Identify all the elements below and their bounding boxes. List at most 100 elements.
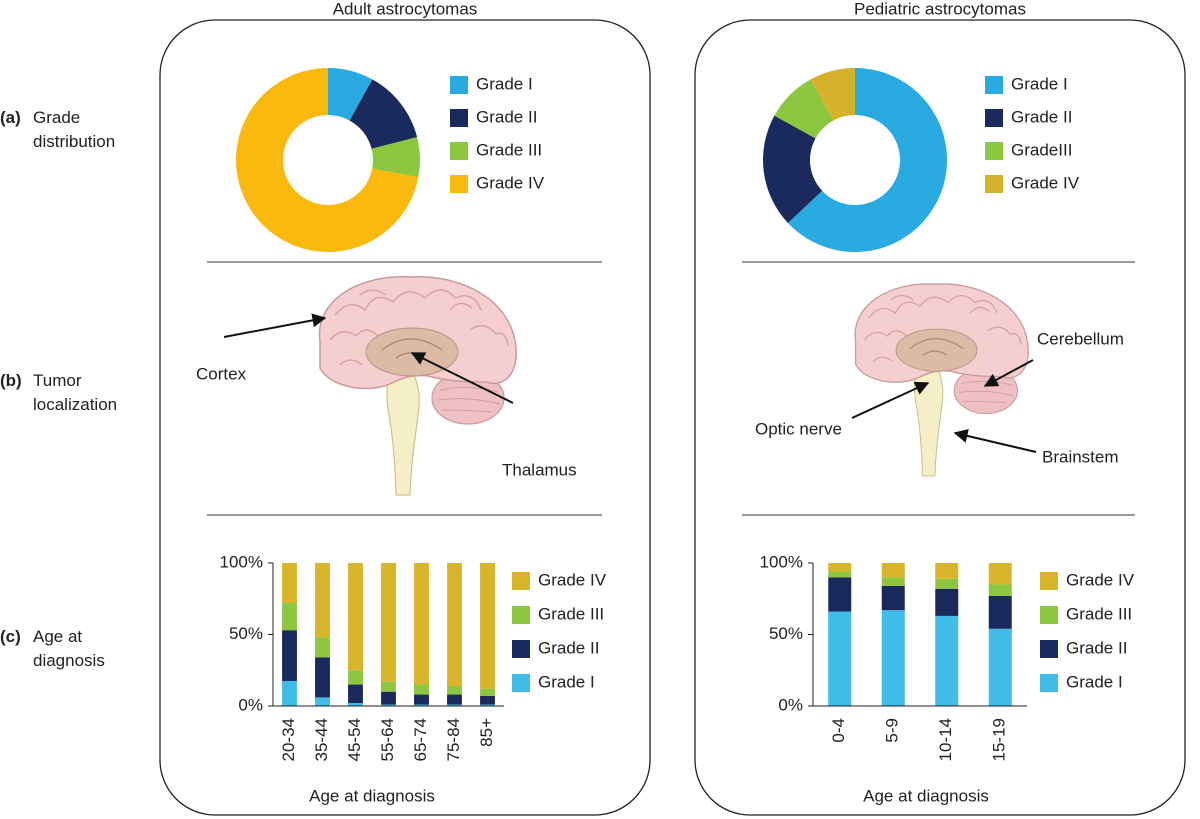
- x-tick-label: 35-44: [312, 718, 331, 761]
- bar-segment: [315, 637, 330, 658]
- legend-label: Grade IV: [538, 570, 607, 589]
- bar-segment: [414, 694, 429, 705]
- legend-label: Grade I: [538, 672, 595, 691]
- legend-label: Grade IV: [1011, 173, 1080, 192]
- bar-segment: [282, 563, 297, 604]
- legend-label: Grade III: [538, 604, 604, 623]
- bar-segment: [348, 563, 363, 671]
- arrow: [410, 352, 514, 404]
- legend-label: Grade I: [1011, 74, 1068, 93]
- legend-label: GradeIII: [1011, 140, 1072, 159]
- x-tick-label: 15-19: [990, 718, 1009, 761]
- legend-swatch: [450, 76, 468, 94]
- bar-segment: [988, 563, 1012, 585]
- donut-segment: [774, 79, 834, 139]
- row-title: Grade distribution: [33, 108, 116, 151]
- row-letter: (a): [0, 108, 21, 127]
- donut-segment: [371, 137, 420, 178]
- bar-segment: [447, 563, 462, 686]
- column-title: Pediatric astrocytomas: [854, 0, 1026, 18]
- legend-label: Grade I: [476, 74, 533, 93]
- bar-segment: [935, 615, 959, 706]
- row-title: Tumor localization: [33, 371, 118, 414]
- x-tick-label: 65-74: [411, 718, 430, 761]
- bar-segment: [282, 630, 297, 681]
- bar-segment: [881, 585, 905, 611]
- x-tick-label: 55-64: [378, 718, 397, 761]
- legend-label: Grade III: [1066, 604, 1132, 623]
- y-tick-label: 100%: [220, 552, 263, 571]
- donut-segment: [236, 68, 419, 252]
- bar-segment: [828, 571, 852, 578]
- bar-segment: [315, 563, 330, 638]
- bar-segment: [935, 563, 959, 579]
- bar-segment: [381, 704, 396, 706]
- donut-segment: [328, 68, 373, 121]
- legend-swatch: [1040, 572, 1058, 590]
- panel: [159, 19, 651, 816]
- column-title: Adult astrocytomas: [333, 0, 478, 18]
- bar-segment: [988, 584, 1012, 596]
- legend-label: Grade I: [1066, 672, 1123, 691]
- bar-segment: [414, 563, 429, 685]
- y-tick-label: 100%: [760, 552, 803, 571]
- y-tick-label: 50%: [769, 624, 803, 643]
- bar-segment: [447, 704, 462, 706]
- region-label: Cerebellum: [1037, 329, 1124, 348]
- bar-segment: [282, 603, 297, 631]
- panel: [694, 19, 1186, 816]
- y-tick-label: 0%: [238, 695, 263, 714]
- bar-segment: [881, 610, 905, 706]
- legend-swatch: [450, 142, 468, 160]
- region-label: Thalamus: [502, 460, 577, 479]
- row-title: Age at diagnosis: [33, 627, 105, 670]
- region-label: Brainstem: [1042, 447, 1119, 466]
- region-label: Cortex: [196, 364, 247, 383]
- bar-segment: [988, 628, 1012, 706]
- arrow: [983, 359, 1034, 387]
- legend-swatch: [985, 109, 1003, 127]
- bar-segment: [881, 563, 905, 578]
- legend-label: Grade IV: [1066, 570, 1135, 589]
- bar-segment: [348, 670, 363, 685]
- bar-segment: [480, 688, 495, 696]
- x-tick-label: 20-34: [279, 718, 298, 761]
- region-label: Optic nerve: [755, 419, 842, 438]
- bar-segment: [935, 588, 959, 616]
- bar-segment: [315, 697, 330, 706]
- brain-illustration: [854, 283, 1029, 477]
- bar-segment: [447, 694, 462, 705]
- legend-swatch: [985, 76, 1003, 94]
- y-tick-label: 50%: [229, 624, 263, 643]
- legend-swatch: [450, 109, 468, 127]
- brain-illustration: [318, 276, 517, 496]
- donut-segment: [763, 115, 823, 223]
- arrow: [953, 429, 1037, 453]
- bar-segment: [828, 563, 852, 572]
- bar-segment: [480, 695, 495, 705]
- x-tick-label: 10-14: [936, 718, 955, 761]
- bar-segment: [282, 680, 297, 706]
- legend-label: Grade II: [1066, 638, 1127, 657]
- bar-segment: [381, 691, 396, 705]
- bar-segment: [348, 684, 363, 704]
- bar-segment: [381, 681, 396, 692]
- bar-segment: [828, 577, 852, 612]
- legend-swatch: [985, 142, 1003, 160]
- bar-segment: [828, 611, 852, 706]
- bar-segment: [935, 578, 959, 589]
- x-tick-label: 0-4: [829, 718, 848, 743]
- legend-label: Grade IV: [476, 173, 545, 192]
- bar-segment: [414, 704, 429, 706]
- arrow: [223, 313, 327, 338]
- legend-swatch: [1040, 606, 1058, 624]
- legend-label: Grade II: [1011, 107, 1072, 126]
- y-tick-label: 0%: [778, 695, 803, 714]
- bar-segment: [480, 563, 495, 689]
- row-letter: (b): [0, 371, 22, 390]
- bar-segment: [480, 704, 495, 706]
- donut-segment: [810, 68, 855, 121]
- x-axis-title: Age at diagnosis: [309, 786, 435, 805]
